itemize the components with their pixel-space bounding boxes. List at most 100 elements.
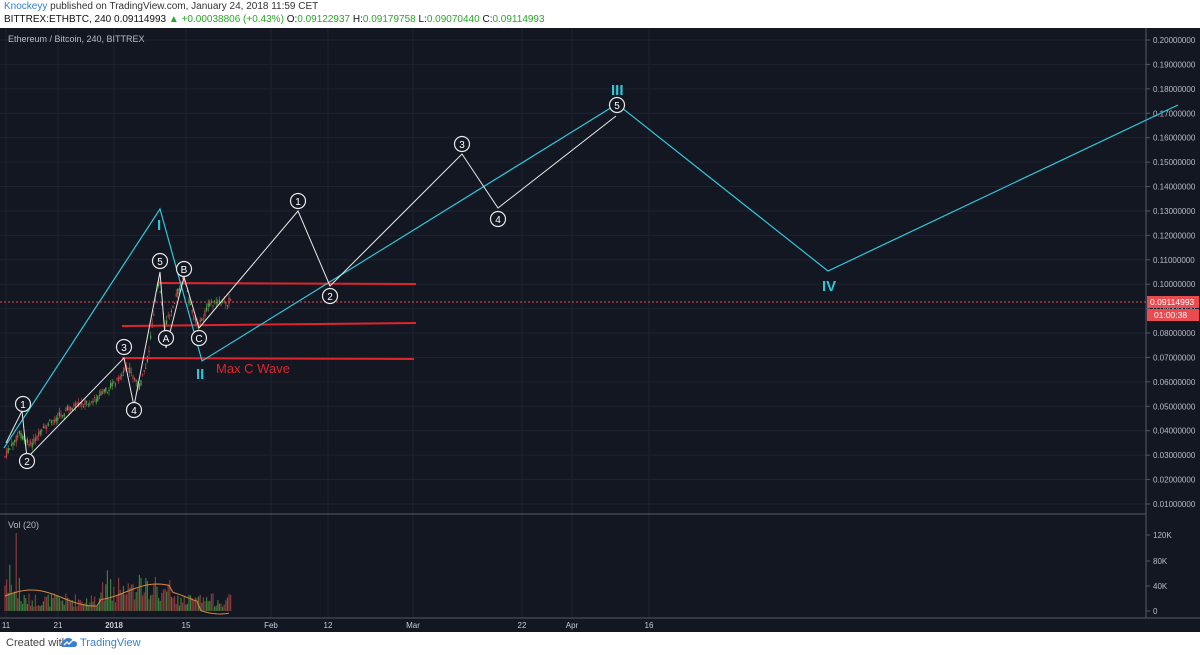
wave-count-number: 2 (327, 292, 333, 303)
candle-body (55, 417, 57, 422)
wave-count-circle[interactable]: 5 (151, 252, 169, 270)
primary-wave-path[interactable] (3, 103, 1179, 449)
subwave-path-b[interactable] (198, 115, 617, 329)
volume-bar (113, 586, 115, 611)
wave-count-circle[interactable]: A (157, 329, 175, 347)
volume-tick-label: 80K (1153, 557, 1168, 566)
tradingview-logo-icon[interactable] (60, 636, 78, 650)
candle-body (26, 438, 28, 444)
volume-bar (129, 588, 131, 611)
author-link[interactable]: Knockeyy (4, 1, 48, 12)
candle-body (70, 406, 72, 411)
resistance-line[interactable] (156, 282, 417, 285)
candle-body (134, 377, 136, 381)
wave-count-circle[interactable]: 1 (289, 192, 307, 210)
price-change: +0.00038806 (+0.43%) (181, 14, 284, 25)
ohlc-close: 0.09114993 (492, 14, 545, 25)
price-tick-label: 0.01000000 (1153, 500, 1196, 509)
candle-body (223, 300, 225, 302)
last-price: 0.09114993 (114, 14, 167, 25)
wave-count-circle[interactable]: 1 (14, 395, 32, 413)
volume-bar (225, 600, 227, 611)
volume-bar (10, 584, 12, 611)
candle-body (114, 382, 116, 387)
candle-body (60, 413, 62, 417)
wave-count-number: 5 (614, 101, 620, 112)
candle-body (54, 419, 56, 423)
volume-bar (164, 588, 166, 611)
volume-bar (222, 606, 224, 611)
volume-bar (103, 600, 105, 611)
price-tick-label: 0.03000000 (1153, 451, 1196, 460)
wave-count-number: 3 (459, 140, 465, 151)
volume-bar (146, 580, 148, 611)
volume-bar (76, 606, 78, 611)
price-tick-label: 0.08000000 (1153, 329, 1196, 338)
candle-body (202, 317, 204, 319)
volume-bar (121, 593, 123, 611)
volume-bar (194, 597, 196, 611)
volume-bar (134, 599, 136, 611)
wave-count-circle[interactable]: B (175, 260, 193, 278)
candle-body (122, 371, 124, 373)
wave-count-circle[interactable]: 4 (489, 210, 507, 228)
volume-bar (230, 594, 232, 611)
candle-body (81, 402, 83, 406)
candle-body (186, 291, 188, 293)
price-tick-label: 0.11000000 (1153, 256, 1195, 265)
circle-outline (18, 452, 36, 470)
candle-body (132, 375, 134, 379)
wave-III-label: III (611, 82, 624, 99)
candle-body (108, 390, 110, 392)
wave-count-circle[interactable]: 2 (321, 287, 339, 305)
volume-bar (50, 594, 52, 611)
candle-body (100, 391, 102, 396)
price-chart[interactable]: 0.20000000 0.19000000 0.18000000 0.17000000… (0, 28, 1200, 632)
volume-bar (218, 603, 220, 611)
wave-count-circle[interactable]: 2 (18, 452, 36, 470)
time-tick-label: 12 (324, 621, 333, 630)
max-c-wave-label: Max C Wave (216, 361, 290, 376)
tradingview-brand[interactable]: TradingView (80, 637, 141, 649)
support-line-upper[interactable] (121, 322, 417, 327)
circle-outline (489, 210, 507, 228)
wave-count-circle[interactable]: 3 (115, 338, 133, 356)
wave-count-circle[interactable]: 4 (125, 401, 143, 419)
symbol-label[interactable]: BITTREX:ETHBTC, 240 (4, 14, 112, 25)
volume-bar (12, 593, 14, 611)
support-line-lower[interactable] (121, 357, 415, 360)
candle-body (228, 297, 230, 305)
volume-bar (209, 600, 211, 611)
candle-body (190, 304, 192, 306)
wave-count-circle[interactable]: 3 (453, 135, 471, 153)
volume-bar (207, 601, 209, 611)
wave-count-circle[interactable]: C (190, 329, 208, 347)
volume-bar (202, 597, 204, 611)
price-axis-panel[interactable] (1146, 28, 1200, 632)
created-with-text: Created with (6, 637, 68, 649)
candle-body (58, 412, 60, 416)
candle-body (206, 307, 208, 311)
candle-body (183, 278, 185, 283)
volume-axis: 120K 80K 40K 0 (1145, 514, 1172, 618)
volume-bar (191, 598, 193, 611)
price-tick-label: 0.17000000 (1153, 109, 1196, 118)
candle-body (38, 432, 40, 437)
candle-body (97, 396, 99, 401)
candle-body (23, 435, 25, 441)
volume-bar (182, 602, 184, 611)
volume-bar (95, 605, 97, 611)
volume-bar (36, 605, 38, 611)
candle-body (76, 402, 78, 405)
wave-count-circle[interactable]: 5 (608, 96, 626, 114)
volume-bar (60, 600, 62, 611)
candle-body (66, 406, 68, 411)
volume-bar (66, 597, 68, 611)
candle-body (167, 314, 169, 316)
price-tick-label: 0.07000000 (1153, 353, 1196, 362)
volume-bar (102, 582, 104, 611)
volume-bar (98, 598, 100, 611)
candle-body (210, 300, 212, 304)
candle-body (90, 401, 92, 403)
volume-bar (167, 584, 169, 611)
